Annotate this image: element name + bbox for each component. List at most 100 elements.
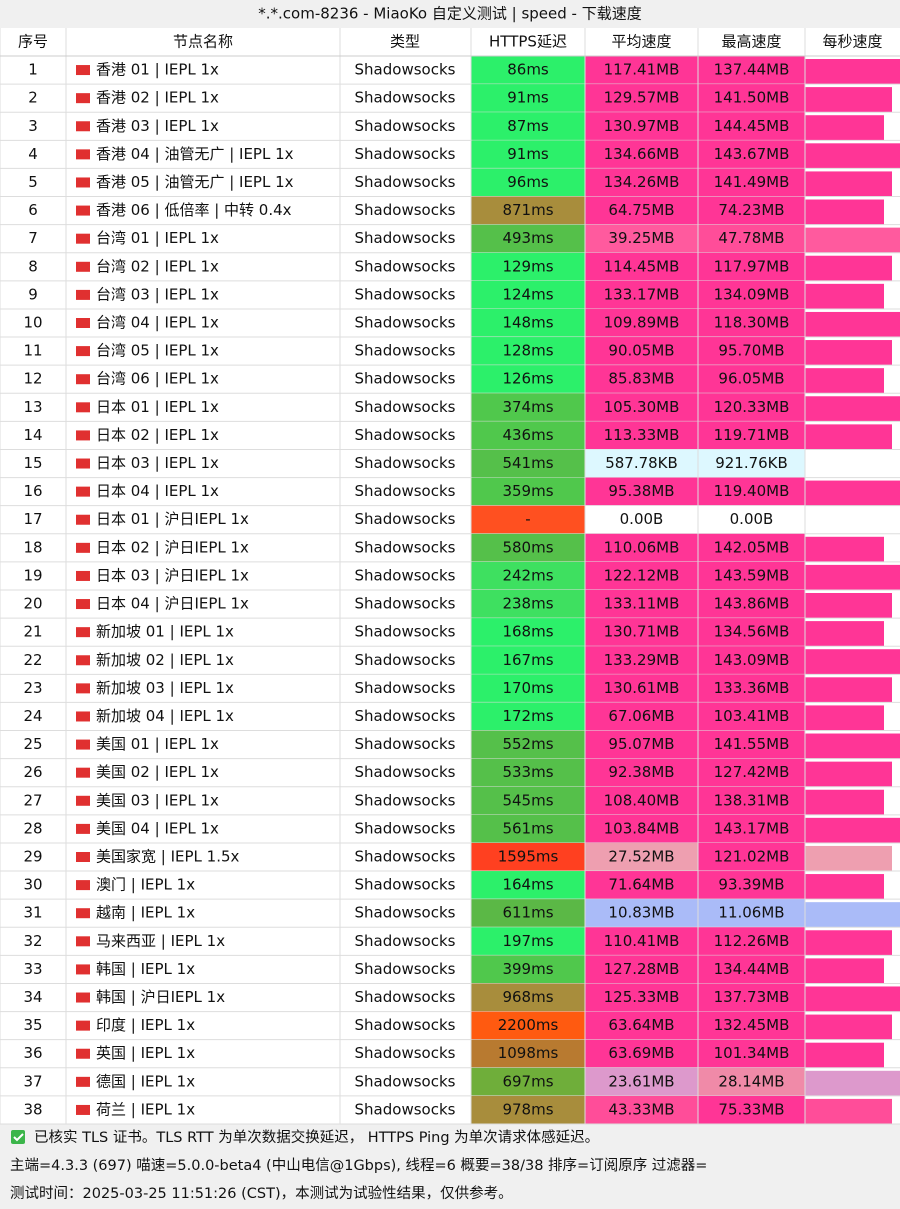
- cell-bg: [471, 1067, 585, 1096]
- cell: 美国家宽 | IEPL 1.5x: [96, 848, 240, 866]
- cell: Shadowsocks: [355, 876, 456, 894]
- flag-icon: [76, 402, 90, 413]
- cell: 香港 03 | IEPL 1x: [96, 117, 219, 135]
- cell: 美国 01 | IEPL 1x: [96, 735, 219, 753]
- speed-sparkline: [805, 143, 900, 169]
- cell-bg: [585, 337, 698, 366]
- cell: 1595ms: [498, 848, 559, 866]
- cell-bg: [585, 927, 698, 956]
- cell: 242ms: [502, 566, 553, 584]
- cell: Shadowsocks: [355, 117, 456, 135]
- cell-bg: [585, 674, 698, 703]
- cell-bg: [585, 786, 698, 815]
- cell-bg: [698, 1039, 805, 1068]
- cell-bg: [698, 590, 805, 619]
- cell: 125.33MB: [604, 988, 680, 1006]
- cell: 96.05MB: [718, 370, 784, 388]
- cell-bg: [585, 196, 698, 225]
- cell-bg: [471, 983, 585, 1012]
- cell: 112.26MB: [714, 932, 790, 950]
- flag-icon: [76, 205, 90, 216]
- cell: 124ms: [502, 285, 553, 303]
- cell: 117.41MB: [604, 61, 680, 79]
- cell: 90.05MB: [608, 342, 674, 360]
- cell-bg: [698, 983, 805, 1012]
- speed-sparkline: [805, 705, 884, 731]
- cell: Shadowsocks: [355, 1016, 456, 1034]
- cell: 172ms: [502, 707, 553, 725]
- cell: 1: [28, 61, 38, 79]
- cell: 129ms: [502, 257, 553, 275]
- cell: Shadowsocks: [355, 763, 456, 781]
- cell: 美国 03 | IEPL 1x: [96, 791, 219, 809]
- cell-bg: [585, 646, 698, 675]
- flag-icon: [76, 1104, 90, 1115]
- cell: 35: [23, 1016, 42, 1034]
- speed-sparkline: [805, 283, 884, 309]
- cell-bg: [698, 674, 805, 703]
- speed-sparkline: [805, 536, 884, 562]
- cell-bg: [698, 56, 805, 85]
- cell: 36: [23, 1044, 42, 1062]
- cell-bg: [471, 730, 585, 759]
- footer-bg: [0, 1124, 900, 1209]
- cell-bg: [698, 899, 805, 928]
- cell-bg: [471, 449, 585, 478]
- cell: 21: [23, 623, 42, 641]
- cell: Shadowsocks: [355, 1100, 456, 1118]
- cell: Shadowsocks: [355, 89, 456, 107]
- cell: 20: [23, 595, 42, 613]
- cell: 122.12MB: [604, 566, 680, 584]
- speed-sparkline: [805, 761, 892, 787]
- cell: 143.09MB: [714, 651, 790, 669]
- cell-bg: [585, 84, 698, 113]
- cell: 137.73MB: [714, 988, 790, 1006]
- cell: 6: [28, 201, 38, 219]
- cell: 2200ms: [498, 1016, 559, 1034]
- cell-bg: [471, 533, 585, 562]
- check-icon: [11, 1130, 25, 1144]
- speed-sparkline: [805, 368, 884, 394]
- cell: 436ms: [502, 426, 553, 444]
- cell: 95.38MB: [608, 482, 674, 500]
- cell: Shadowsocks: [355, 285, 456, 303]
- cell: 英国 | IEPL 1x: [96, 1044, 195, 1062]
- flag-icon: [76, 823, 90, 834]
- cell-bg: [698, 871, 805, 900]
- cell: 63.64MB: [608, 1016, 674, 1034]
- cell-bg: [471, 421, 585, 450]
- flag-icon: [76, 880, 90, 891]
- speed-sparkline: [805, 424, 892, 450]
- cell: Shadowsocks: [355, 932, 456, 950]
- cell-bg: [698, 252, 805, 281]
- cell: 85.83MB: [608, 370, 674, 388]
- speed-sparkline: [805, 593, 892, 619]
- cell-bg: [698, 561, 805, 590]
- cell-bg: [471, 590, 585, 619]
- cell-bg: [471, 477, 585, 506]
- cell-bg: [698, 758, 805, 787]
- cell: 133.17MB: [604, 285, 680, 303]
- cell: Shadowsocks: [355, 848, 456, 866]
- cell: 33: [23, 960, 42, 978]
- cell-bg: [585, 449, 698, 478]
- cell: 0.00B: [620, 510, 664, 528]
- cell-bg: [471, 84, 585, 113]
- cell: 台湾 06 | IEPL 1x: [96, 370, 219, 388]
- cell: Shadowsocks: [355, 1044, 456, 1062]
- cell-bg: [585, 983, 698, 1012]
- cell: 新加坡 03 | IEPL 1x: [96, 679, 234, 697]
- cell: 日本 02 | 沪日IEPL 1x: [96, 538, 249, 556]
- cell: 28.14MB: [718, 1072, 784, 1090]
- cell-bg: [585, 561, 698, 590]
- cell: 95.70MB: [718, 342, 784, 360]
- speed-sparkline: [805, 1070, 900, 1096]
- cell: 127.42MB: [714, 763, 790, 781]
- cell: 30: [23, 876, 42, 894]
- speed-sparkline: [805, 311, 900, 338]
- cell: 552ms: [502, 735, 553, 753]
- cell-bg: [471, 196, 585, 225]
- cell: 4: [28, 145, 38, 163]
- cell-bg: [585, 224, 698, 253]
